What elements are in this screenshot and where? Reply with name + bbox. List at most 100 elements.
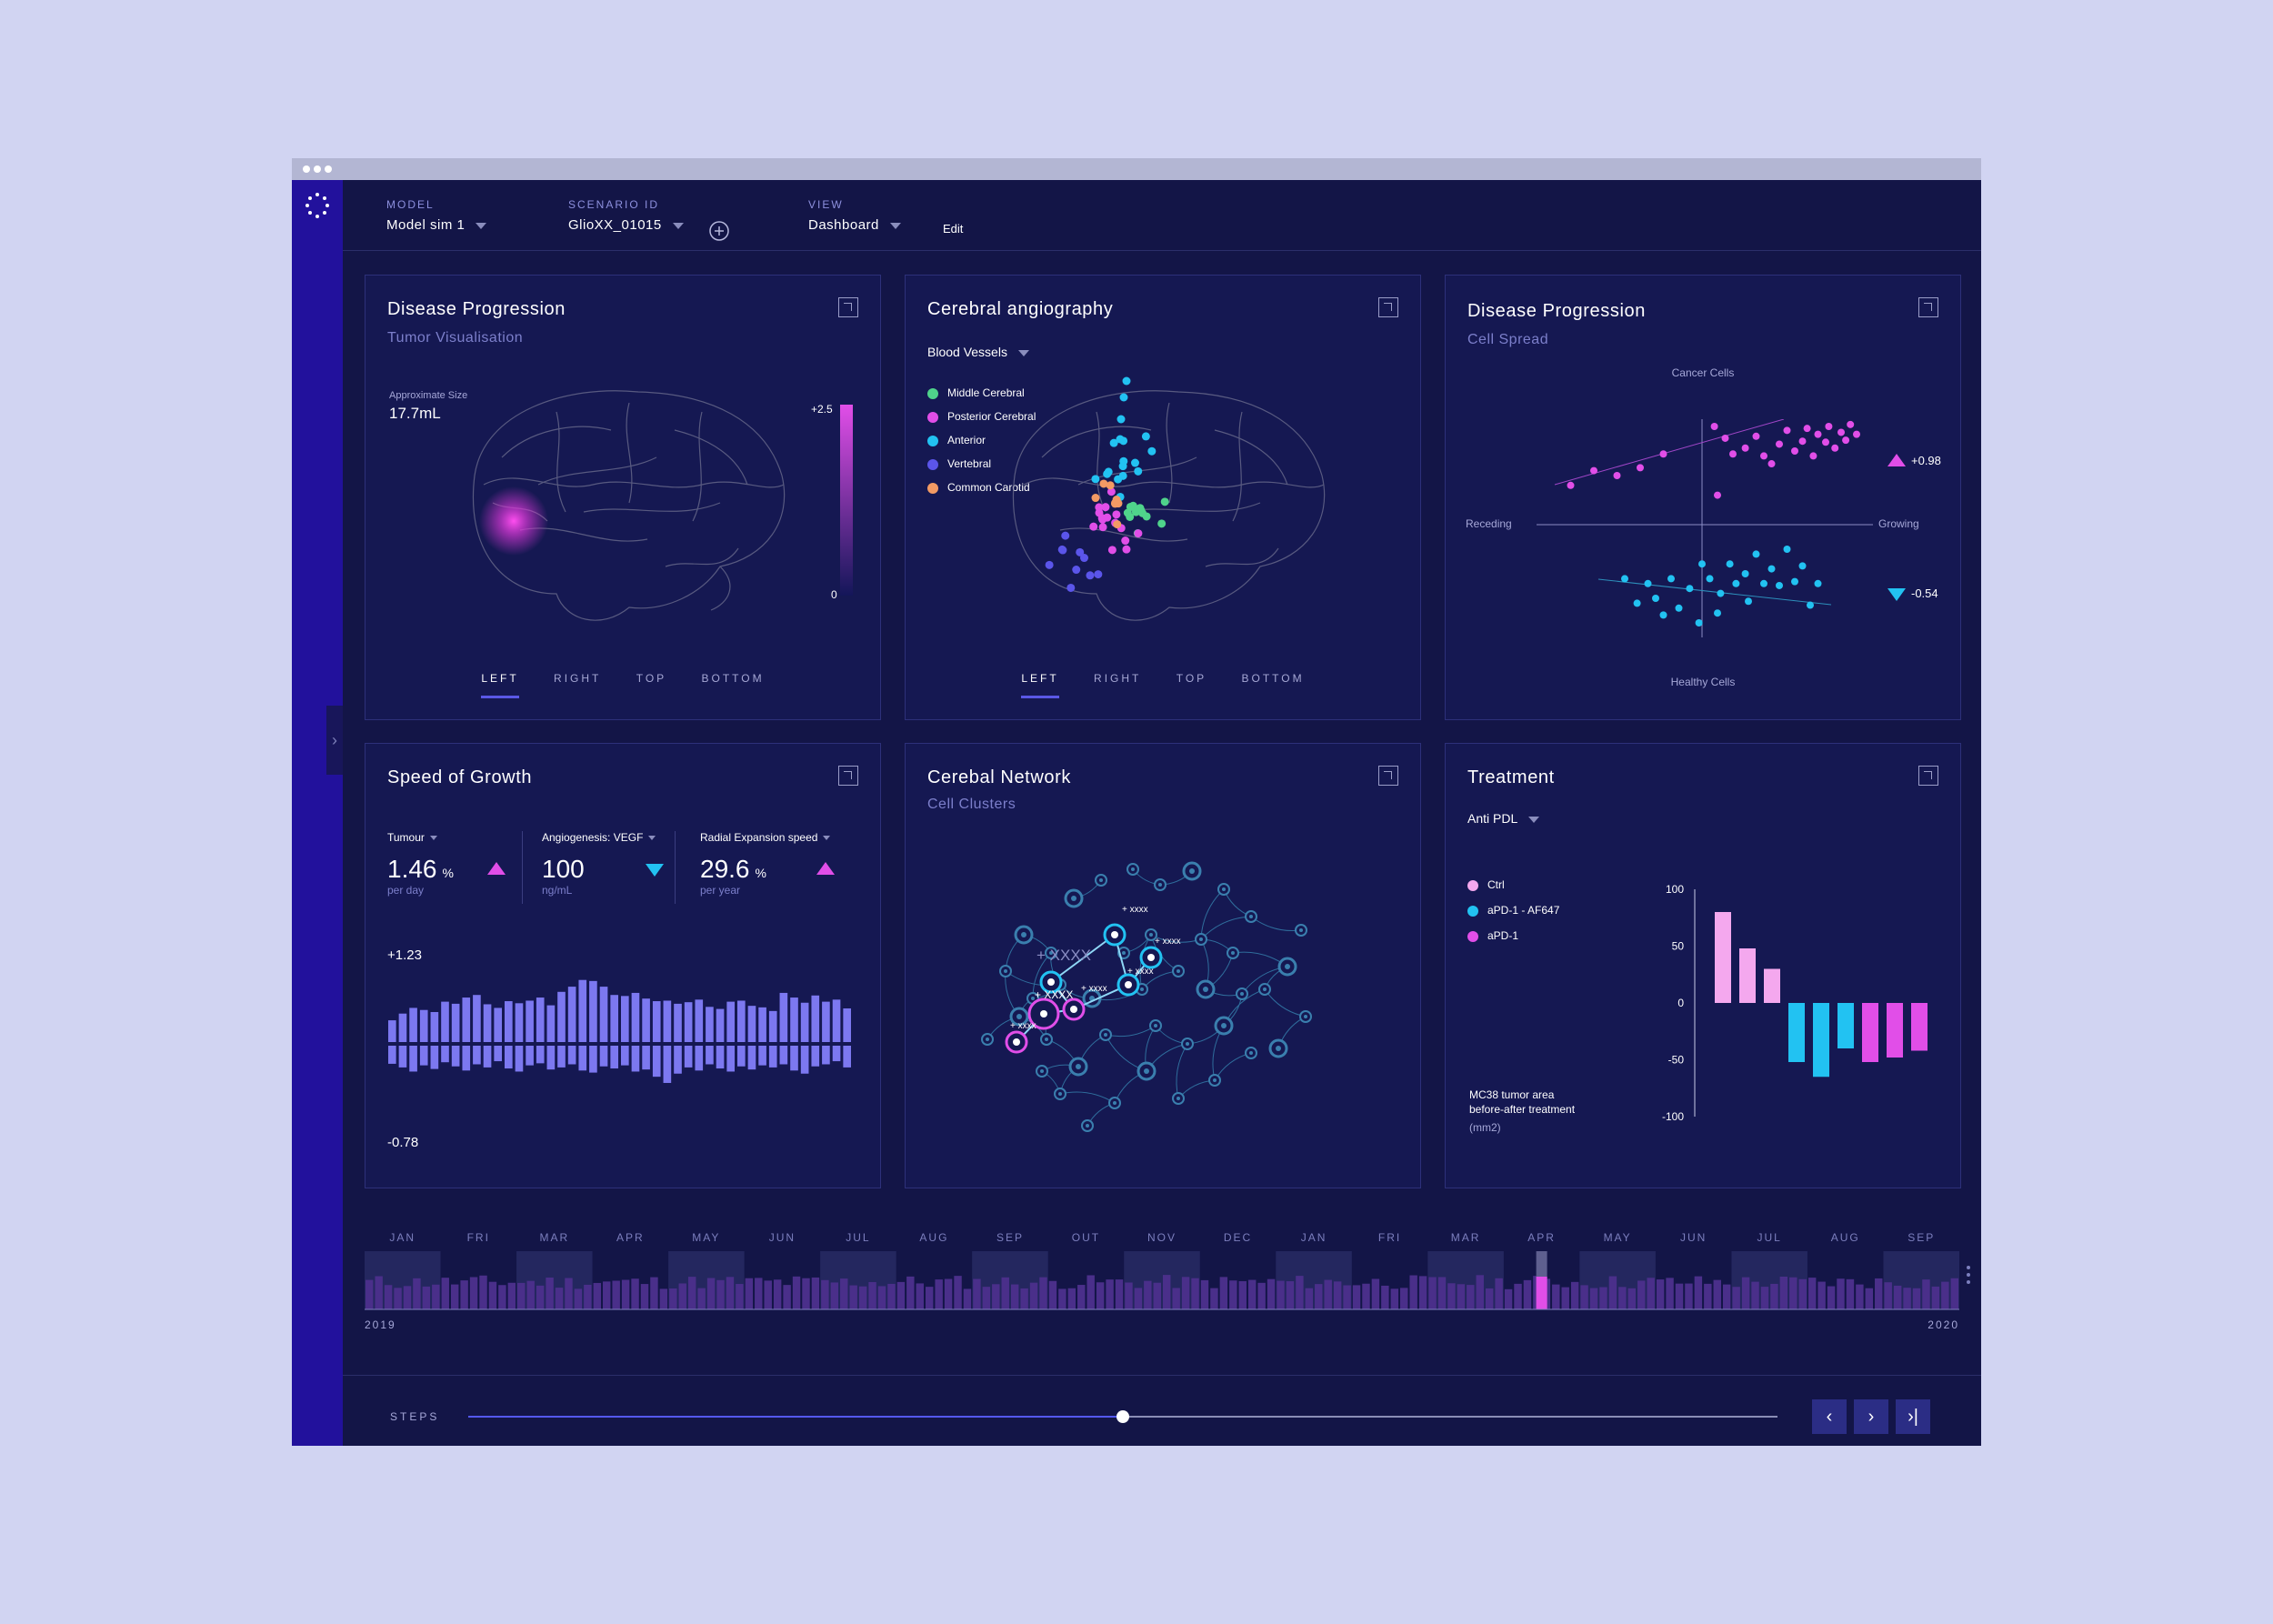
blood-vessels-dropdown[interactable]: Blood Vessels: [927, 345, 1029, 359]
month-label[interactable]: APR: [1527, 1231, 1556, 1244]
tab-right[interactable]: RIGHT: [1094, 672, 1142, 685]
tab-left[interactable]: LEFT: [481, 672, 519, 698]
month-label[interactable]: AUG: [1830, 1231, 1860, 1244]
scenario-select[interactable]: SCENARIO ID GlioXX_01015: [568, 198, 684, 233]
tab-left[interactable]: LEFT: [1021, 672, 1059, 698]
cancer-cell-point: [1842, 436, 1850, 445]
timeline-bar: [973, 1278, 981, 1309]
growth-bar-up: [409, 1007, 417, 1042]
expand-icon[interactable]: [1918, 766, 1938, 786]
healthy-cell-point: [1621, 575, 1628, 583]
chevron-down-icon: [648, 836, 656, 841]
window-dot[interactable]: [314, 165, 321, 173]
network-edge: [1214, 1052, 1252, 1081]
cancer-cell-point: [1714, 491, 1721, 499]
timeline-bar: [840, 1278, 848, 1309]
treatment-bar-chart[interactable]: 100 50 0 -50 -100: [1646, 880, 1937, 1126]
month-label[interactable]: NOV: [1147, 1231, 1177, 1244]
view-select[interactable]: VIEW Dashboard: [808, 198, 901, 233]
month-label[interactable]: FRI: [1377, 1231, 1402, 1244]
month-label[interactable]: JUN: [1679, 1231, 1707, 1244]
month-label[interactable]: SEP: [996, 1231, 1024, 1244]
metric-dropdown[interactable]: Tumour: [387, 831, 454, 844]
expand-sidebar-handle[interactable]: ›: [326, 706, 343, 775]
metric-dropdown[interactable]: Radial Expansion speed: [700, 831, 831, 844]
cancer-cell-point: [1822, 438, 1829, 446]
last-step-button[interactable]: ›|: [1896, 1399, 1930, 1434]
next-step-button[interactable]: ›: [1854, 1399, 1888, 1434]
window-dot[interactable]: [303, 165, 310, 173]
expand-icon[interactable]: [1378, 766, 1398, 786]
month-label[interactable]: JUL: [1757, 1231, 1782, 1244]
network-node-core: [1177, 969, 1180, 973]
month-label[interactable]: JAN: [1300, 1231, 1327, 1244]
month-label[interactable]: JAN: [389, 1231, 416, 1244]
scenario-value: GlioXX_01015: [568, 217, 662, 233]
timeline-bar: [1267, 1278, 1276, 1309]
vessel-map[interactable]: [987, 376, 1351, 657]
month-label[interactable]: MAR: [1450, 1231, 1481, 1244]
model-select[interactable]: MODEL Model sim 1: [386, 198, 487, 233]
network-node-core: [1076, 1064, 1081, 1069]
side-rail: ›: [292, 180, 343, 1446]
add-scenario-icon[interactable]: [708, 220, 730, 242]
steps-slider-handle[interactable]: [1116, 1410, 1129, 1423]
growth-bar-up: [642, 998, 650, 1042]
legend-item: Posterior Cerebral: [927, 410, 1036, 423]
month-label[interactable]: APR: [616, 1231, 645, 1244]
previous-step-button[interactable]: ‹: [1812, 1399, 1847, 1434]
legend-dot: [927, 435, 938, 446]
tab-bottom[interactable]: BOTTOM: [1241, 672, 1305, 685]
timeline-bar: [1570, 1281, 1579, 1309]
month-label[interactable]: MAY: [692, 1231, 721, 1244]
network-node-core: [1131, 867, 1135, 871]
month-label[interactable]: SEP: [1908, 1231, 1936, 1244]
month-label[interactable]: FRI: [466, 1231, 490, 1244]
app-logo-icon[interactable]: [292, 180, 343, 235]
timeline-bar: [1296, 1276, 1304, 1309]
timeline-histogram[interactable]: [365, 1251, 1959, 1311]
scatter-plot[interactable]: [1537, 419, 1873, 647]
timeline-bar: [1741, 1277, 1750, 1309]
timeline-bar: [1476, 1275, 1484, 1309]
window-dot[interactable]: [325, 165, 332, 173]
timeline-bar: [603, 1281, 611, 1309]
growth-bar-up: [441, 1001, 449, 1042]
edit-button[interactable]: Edit: [943, 222, 964, 236]
tab-top[interactable]: TOP: [636, 672, 667, 685]
network-graph[interactable]: + xxxx + xxxx + xxxx + xxxx + xxxx + XXXX + XX…: [960, 844, 1378, 1144]
expand-icon[interactable]: [1918, 297, 1938, 317]
growth-bar-up: [737, 1000, 746, 1042]
month-label[interactable]: MAR: [539, 1231, 570, 1244]
steps-track[interactable]: [468, 1410, 1777, 1423]
treatment-dropdown[interactable]: Anti PDL: [1467, 811, 1540, 826]
tab-top[interactable]: TOP: [1176, 672, 1207, 685]
tab-right[interactable]: RIGHT: [554, 672, 602, 685]
expand-icon[interactable]: [838, 766, 858, 786]
growth-bar-chart[interactable]: [387, 971, 853, 1117]
timeline-bar: [1409, 1275, 1417, 1309]
month-label[interactable]: OUT: [1071, 1231, 1101, 1244]
expand-icon[interactable]: [838, 297, 858, 317]
month-label[interactable]: MAY: [1603, 1231, 1632, 1244]
month-label[interactable]: DEC: [1223, 1231, 1253, 1244]
timeline-more-icon[interactable]: [1967, 1266, 1970, 1288]
growth-bar-up: [663, 1000, 672, 1042]
growth-bar-up: [589, 980, 597, 1042]
timeline-bar: [1286, 1281, 1295, 1309]
expand-icon[interactable]: [1378, 297, 1398, 317]
timeline-bar: [1561, 1287, 1569, 1309]
cancer-cell-point: [1710, 423, 1718, 430]
healthy-trend-line: [1597, 578, 1832, 606]
month-label[interactable]: JUN: [768, 1231, 796, 1244]
brain-model[interactable]: [447, 376, 811, 657]
network-node-core: [1249, 915, 1253, 918]
month-label[interactable]: JUL: [846, 1231, 871, 1244]
view-value: Dashboard: [808, 217, 879, 233]
growth-bar-down: [599, 1046, 608, 1067]
metric-dropdown[interactable]: Angiogenesis: VEGF: [542, 831, 656, 844]
month-label[interactable]: AUG: [919, 1231, 949, 1244]
tab-bottom[interactable]: BOTTOM: [701, 672, 765, 685]
intensity-scale: [840, 405, 853, 596]
cancer-cell-point: [1729, 450, 1737, 458]
